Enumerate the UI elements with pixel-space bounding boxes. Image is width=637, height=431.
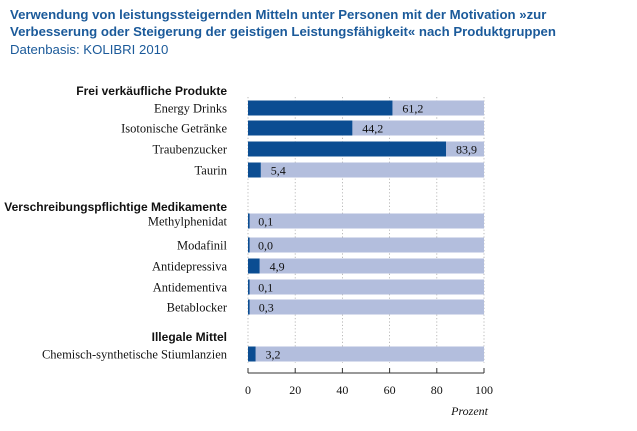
data-label: 61,2 <box>402 102 423 116</box>
x-tick-label: 40 <box>336 383 348 397</box>
bar-value <box>248 141 447 157</box>
bar-track <box>248 213 484 229</box>
data-label: 0,3 <box>259 301 274 315</box>
category-label: Chemisch-synthetische Stiumlanzien <box>42 348 228 362</box>
bar-value <box>248 120 353 136</box>
x-tick-label: 60 <box>384 383 396 397</box>
data-label: 5,4 <box>271 164 286 178</box>
category-label: Taurin <box>195 164 228 178</box>
bar-value <box>248 279 250 295</box>
bar-track <box>248 162 484 178</box>
chart-title: Verwendung von leistungssteigernden Mitt… <box>10 7 556 39</box>
group-label: Frei verkäufliche Produkte <box>76 84 227 98</box>
x-tick-label: 80 <box>431 383 443 397</box>
data-label: 0,0 <box>258 239 273 253</box>
bar-track <box>248 279 484 295</box>
data-label: 4,9 <box>270 260 285 274</box>
category-label: Antidementiva <box>153 281 228 295</box>
category-label: Modafinil <box>177 239 228 253</box>
data-label: 83,9 <box>456 143 477 157</box>
bar-value <box>248 237 250 253</box>
category-label: Antidepressiva <box>152 260 227 274</box>
bar-track <box>248 237 484 253</box>
category-label: Isotonische Getränke <box>121 122 227 136</box>
data-label: 3,2 <box>266 348 281 362</box>
group-label: Verschreibungspflichtige Medikamente <box>4 200 227 214</box>
x-tick-label: 20 <box>289 383 301 397</box>
bar-track <box>248 258 484 274</box>
bar-track <box>248 346 484 362</box>
bar-value <box>248 346 256 362</box>
data-label: 0,1 <box>258 281 273 295</box>
category-label: Betablocker <box>167 301 228 315</box>
chart-subtitle: Datenbasis: KOLIBRI 2010 <box>10 42 169 57</box>
bar-value <box>248 258 260 274</box>
x-axis-label: Prozent <box>450 404 489 418</box>
bar-value <box>248 213 250 229</box>
category-label: Methylphenidat <box>148 215 228 229</box>
bar-value <box>248 299 250 315</box>
bar-track <box>248 299 484 315</box>
bar-value <box>248 100 393 116</box>
data-label: 0,1 <box>258 215 273 229</box>
category-label: Energy Drinks <box>154 102 227 116</box>
data-label: 44,2 <box>362 122 383 136</box>
x-tick-label: 0 <box>245 383 251 397</box>
category-label: Traubenzucker <box>152 143 227 157</box>
group-label: Illegale Mittel <box>152 330 227 344</box>
bar-value <box>248 162 261 178</box>
x-tick-label: 100 <box>475 383 493 397</box>
